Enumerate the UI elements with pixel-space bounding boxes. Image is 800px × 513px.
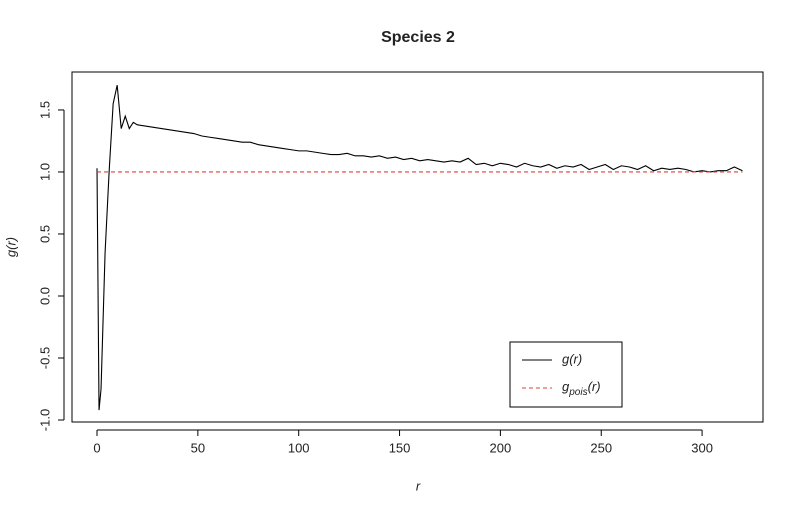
y-tick-label: 1.0 (37, 163, 52, 181)
x-tick-label: 100 (288, 440, 310, 455)
x-tick-label: 150 (389, 440, 411, 455)
legend-box (509, 341, 623, 408)
x-tick-label: 50 (191, 440, 205, 455)
plot-frame (71, 71, 764, 423)
legend-label: g(r) (562, 351, 582, 366)
legend-label: gpois(r) (562, 379, 601, 397)
x-tick-label: 200 (490, 440, 512, 455)
x-axis-title: r (416, 478, 421, 493)
x-tick-label: 250 (590, 440, 612, 455)
x-tick-label: 0 (93, 440, 100, 455)
chart-title: Species 2 (381, 29, 455, 46)
legend: g(r) gpois(r) (509, 341, 623, 408)
series-line (96, 85, 743, 411)
y-tick-label: 1.5 (37, 101, 52, 119)
x-tick-label: 300 (691, 440, 713, 455)
y-tick-label: 0.5 (37, 225, 52, 243)
y-tick-label: -0.5 (37, 347, 52, 369)
y-tick-label: -1.0 (37, 409, 52, 431)
y-axis-title: g(r) (3, 237, 18, 257)
y-tick-label: 0.0 (37, 287, 52, 305)
